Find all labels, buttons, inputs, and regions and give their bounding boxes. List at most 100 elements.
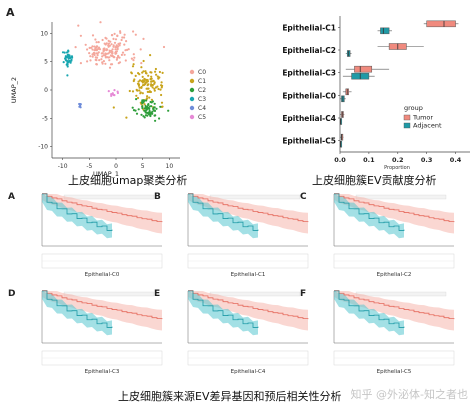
umap-point xyxy=(142,70,145,73)
survival-caption: 上皮细胞簇来源EV差异基因和预后相关性分析 xyxy=(118,390,342,403)
survival-curve-grid: A Epithelial-C0 B Epithelial-C1 C Epithelial-… xyxy=(8,188,468,382)
umap-point xyxy=(159,105,162,108)
umap-point xyxy=(66,65,69,68)
umap-point xyxy=(142,37,145,40)
umap-point xyxy=(154,67,157,71)
box-x-tick: 0.3 xyxy=(421,156,433,164)
umap-point xyxy=(104,62,107,65)
umap-point xyxy=(131,106,134,109)
umap-point xyxy=(136,96,140,100)
box-adjacent-epithelial-c3 xyxy=(342,72,375,80)
umap-point xyxy=(110,43,113,46)
umap-point xyxy=(116,90,119,93)
watermark-text: 知乎 @外泌体-知之者也 xyxy=(350,388,468,401)
umap-point xyxy=(153,114,156,117)
umap-point xyxy=(95,52,98,55)
umap-point xyxy=(131,65,135,68)
umap-x-tick: 10 xyxy=(166,163,174,170)
km-panel-subtitle: Epithelial-C3 xyxy=(85,369,120,375)
umap-point xyxy=(110,49,113,52)
umap-point xyxy=(146,87,149,90)
umap-legend-label: C1 xyxy=(198,78,206,85)
umap-point xyxy=(145,72,148,75)
umap-x-label: UMAP_1 xyxy=(93,170,119,178)
umap-point xyxy=(105,52,108,56)
umap-point xyxy=(132,109,136,112)
umap-point xyxy=(113,56,116,59)
umap-point xyxy=(68,54,71,57)
umap-point xyxy=(150,75,153,78)
box-tumor-epithelial-c0 xyxy=(342,88,352,96)
umap-legend-label: C5 xyxy=(198,114,206,121)
umap-point xyxy=(114,48,117,51)
umap-point xyxy=(146,90,149,93)
umap-point xyxy=(114,46,117,49)
km-panel-subtitle: Epithelial-C4 xyxy=(231,369,266,375)
umap-point xyxy=(153,82,156,85)
umap-point xyxy=(139,48,142,51)
umap-point xyxy=(161,71,164,74)
umap-cluster-c5 xyxy=(107,89,119,97)
umap-point xyxy=(91,34,95,37)
box-adjacent-epithelial-c1 xyxy=(377,27,392,35)
proportion-boxplot-chart: Epithelial-C1 Epithelial-C2 Epithelial-C3 E… xyxy=(282,16,470,171)
umap-point xyxy=(158,117,161,120)
km-panel-subtitle: Epithelial-C2 xyxy=(377,272,412,278)
umap-point xyxy=(110,34,114,37)
box-category-label: Epithelial-C4 xyxy=(282,114,336,123)
umap-point xyxy=(108,49,111,52)
umap-point xyxy=(147,106,150,109)
box-tumor-epithelial-c4 xyxy=(340,111,345,118)
umap-point xyxy=(138,86,141,89)
umap-point xyxy=(114,38,118,41)
umap-point xyxy=(138,89,141,92)
umap-point xyxy=(141,75,144,78)
boxplot-caption: 上皮细胞簇EV贡献度分析 xyxy=(312,174,437,187)
umap-legend-label: C3 xyxy=(198,96,206,103)
box-category-label: Epithelial-C3 xyxy=(282,69,336,78)
umap-point xyxy=(94,58,97,62)
umap-point xyxy=(140,66,143,69)
umap-point xyxy=(118,61,122,64)
umap-point xyxy=(101,62,104,65)
km-panel-f: Epithelial-C5 xyxy=(333,290,455,375)
umap-point xyxy=(135,88,138,91)
umap-legend-label: C0 xyxy=(198,69,206,76)
umap-point xyxy=(77,24,80,27)
umap-point xyxy=(99,21,102,24)
umap-point xyxy=(91,45,94,48)
umap-cluster-c1 xyxy=(112,54,164,119)
umap-point xyxy=(156,75,159,78)
umap-point xyxy=(119,30,122,33)
umap-point xyxy=(88,52,91,55)
km-red-ci-band xyxy=(42,291,162,331)
umap-point xyxy=(106,48,109,51)
box-adjacent-epithelial-c2 xyxy=(345,50,352,57)
umap-y-tick: 0 xyxy=(44,87,48,94)
km-red-ci-band xyxy=(188,291,308,331)
umap-point xyxy=(78,105,81,108)
umap-point xyxy=(95,63,98,66)
umap-point xyxy=(141,102,144,105)
umap-point xyxy=(155,73,158,76)
umap-point xyxy=(151,80,155,83)
umap-point xyxy=(107,45,110,48)
umap-point xyxy=(148,96,151,99)
umap-point xyxy=(107,90,110,93)
km-cyan-curve xyxy=(42,290,113,328)
umap-point xyxy=(102,60,105,63)
km-panel-a: Epithelial-C0 xyxy=(41,193,163,278)
umap-point xyxy=(157,87,160,91)
umap-y-tick: 5 xyxy=(44,59,48,66)
umap-point xyxy=(146,114,149,117)
umap-point xyxy=(143,109,146,112)
umap-point xyxy=(107,42,110,45)
box-legend-swatch xyxy=(403,122,411,129)
umap-point xyxy=(116,34,119,37)
umap-point xyxy=(120,53,123,57)
umap-point xyxy=(120,38,123,42)
umap-point xyxy=(93,45,96,48)
umap-point xyxy=(66,62,69,65)
umap-point xyxy=(98,48,102,51)
umap-point xyxy=(123,36,126,39)
